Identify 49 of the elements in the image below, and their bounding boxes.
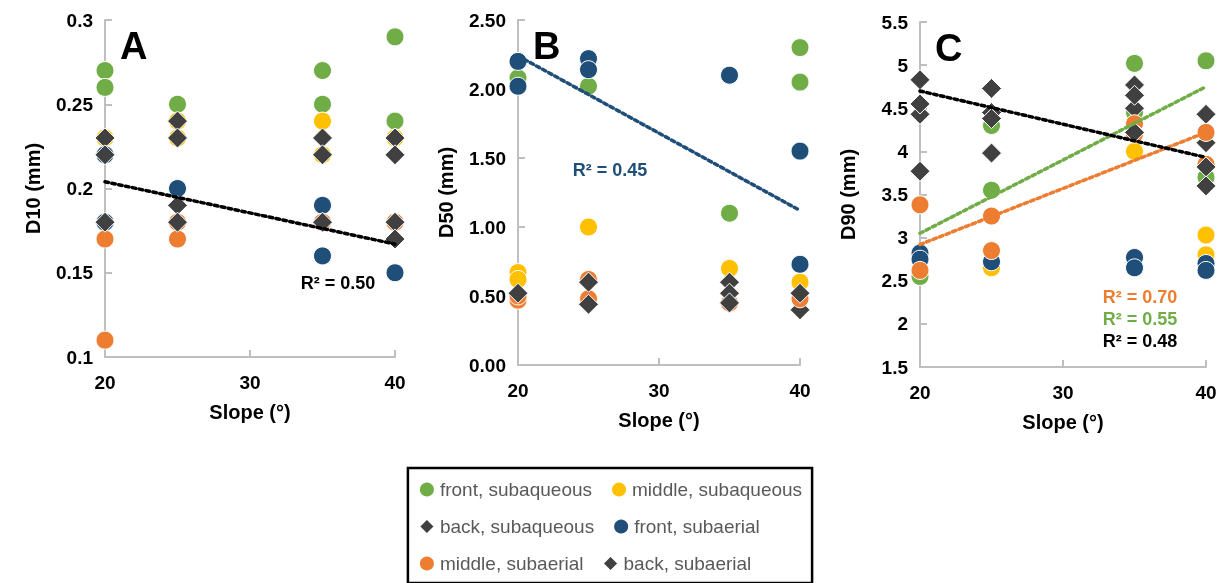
- x-axis-title: Slope (°): [209, 401, 291, 423]
- y-tick-label: 4.5: [881, 97, 909, 119]
- y-tick-label: 0.2: [66, 178, 93, 199]
- y-tick-label: 2.00: [469, 78, 506, 100]
- y-tick-label: 2.50: [469, 9, 506, 31]
- x-axis-title: Slope (°): [1022, 411, 1104, 433]
- annotation: R² = 0.45: [572, 160, 648, 180]
- legend-label: middle, subaqueous: [632, 479, 803, 500]
- y-tick-label: 3.5: [881, 184, 909, 205]
- chart-title: A: [120, 25, 148, 67]
- y-tick-label: 0.25: [56, 93, 94, 115]
- y-tick-label: 1.5: [881, 356, 909, 378]
- legend-label: back, subaqueous: [439, 516, 595, 537]
- y-tick-label: 1.00: [469, 216, 506, 238]
- x-tick-label: 20: [507, 380, 529, 401]
- x-tick-label: 30: [1052, 382, 1074, 403]
- x-tick-label: 40: [384, 372, 406, 393]
- x-tick-label: 40: [789, 380, 811, 401]
- y-tick-label: 0.3: [66, 9, 93, 31]
- legend-label: middle, subaerial: [439, 553, 584, 574]
- y-tick-label: 0.15: [56, 262, 94, 284]
- x-tick-label: 40: [1195, 382, 1217, 403]
- x-axis-title: Slope (°): [618, 409, 700, 431]
- x-tick-label: 20: [94, 372, 116, 393]
- legend-label: front, subaerial: [634, 516, 760, 537]
- annotation: R² = 0.50: [300, 273, 376, 293]
- chart-title: C: [935, 27, 963, 69]
- y-tick-label: 2: [897, 313, 908, 335]
- legend-label: back, subaerial: [623, 553, 752, 574]
- y-tick-label: 2.5: [881, 270, 909, 292]
- y-axis-title: D50 (mm): [435, 146, 457, 239]
- y-tick-label: 0.1: [66, 346, 94, 368]
- chart-title: B: [533, 25, 561, 67]
- x-tick-label: 30: [648, 380, 670, 401]
- annotation: R² = 0.70: [1102, 287, 1178, 307]
- annotation: R² = 0.48: [1102, 331, 1178, 351]
- y-tick-label: 0.00: [469, 354, 506, 376]
- x-tick-label: 30: [239, 372, 261, 393]
- y-tick-label: 5.5: [881, 11, 909, 33]
- annotation: R² = 0.55: [1102, 309, 1178, 329]
- y-tick-label: 1.50: [469, 147, 506, 169]
- y-axis-title: D90 (mm): [837, 148, 859, 241]
- y-tick-label: 4: [897, 140, 909, 162]
- legend-label: front, subaqueous: [439, 479, 593, 500]
- y-tick-label: 3: [897, 227, 908, 249]
- y-tick-label: 5: [897, 54, 909, 76]
- y-tick-label: 0.50: [469, 285, 506, 307]
- y-axis-title: D10 (mm): [22, 142, 44, 235]
- x-tick-label: 20: [909, 382, 931, 403]
